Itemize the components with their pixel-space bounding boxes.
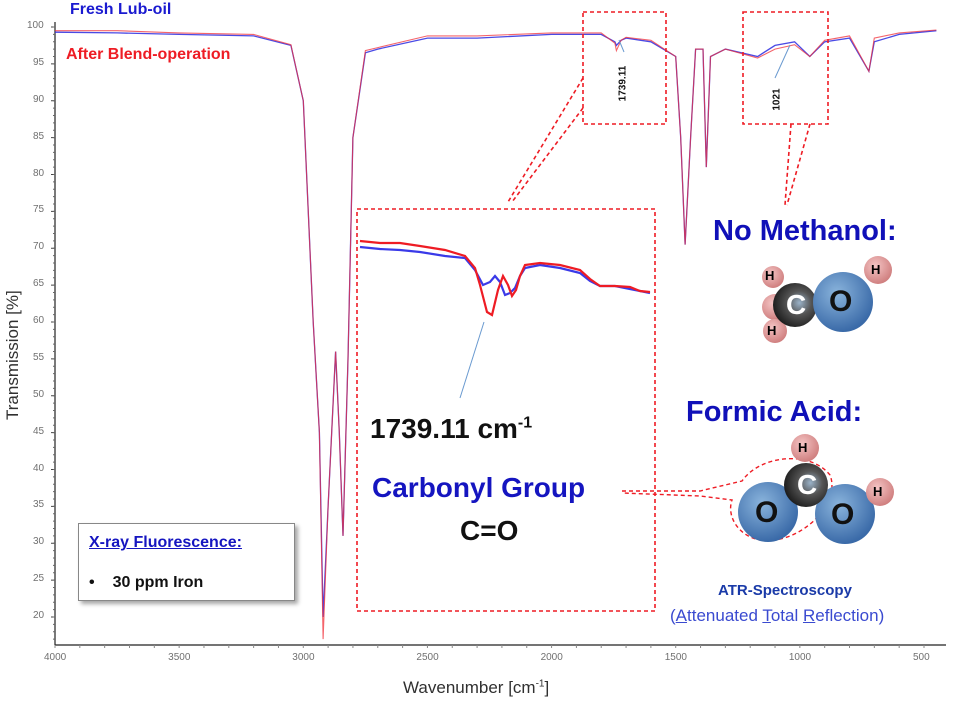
inset-after-curve: [359, 239, 651, 317]
connector-line: [511, 107, 584, 203]
atom-h: H: [798, 440, 808, 455]
connector-line: [786, 123, 811, 206]
y-tick-label: 50: [33, 388, 45, 400]
atr-subtitle: (Attenuated Total Reflection): [670, 606, 885, 625]
y-tick-label: 45: [33, 425, 45, 437]
y-axis-ticks: [51, 26, 55, 640]
x-tick-label: 2000: [540, 652, 563, 663]
atom-o: O: [831, 498, 855, 531]
y-tick-label: 95: [33, 56, 45, 68]
no-methanol-title: No Methanol:: [713, 215, 897, 247]
x-axis-ticks: [54, 645, 925, 648]
y-tick-label: 85: [33, 130, 45, 142]
atom-h: H: [767, 323, 777, 338]
y-tick-label: 35: [33, 499, 45, 511]
peak-1739-highlight-box: [582, 11, 667, 125]
inset-formula: C=O: [460, 515, 519, 546]
connector-line: [507, 77, 584, 203]
legend-fresh-lub-oil: Fresh Lub-oil: [70, 1, 172, 18]
atr-title: ATR-Spectroscopy: [718, 582, 852, 599]
peak-leader-line: [774, 44, 791, 79]
x-tick-label: 1000: [788, 652, 812, 663]
y-tick-label: 70: [33, 241, 45, 253]
atom-c: C: [786, 289, 807, 320]
formic-acid-molecule-icon: [738, 434, 894, 544]
y-tick-label: 30: [33, 536, 45, 548]
atom-h: H: [873, 484, 883, 499]
x-axis-label: Wavenumber [cm-1]: [403, 678, 550, 697]
inset-carbonyl-group: Carbonyl Group: [372, 472, 586, 503]
y-tick-label: 25: [33, 573, 45, 585]
peak-leader-line: [618, 39, 625, 53]
methanol-molecule-icon: [762, 256, 892, 343]
y-tick-label: 80: [33, 167, 45, 179]
x-tick-label: 3500: [168, 652, 191, 663]
atom-o: O: [829, 285, 853, 318]
y-tick-label: 90: [33, 93, 45, 105]
x-tick-label: 3000: [292, 652, 315, 663]
spectrum-series: [54, 29, 937, 640]
formic-acid-title: Formic Acid:: [686, 396, 863, 428]
peak-label-1739: 1739.11: [617, 65, 629, 102]
y-tick-label: 75: [33, 204, 45, 216]
y-tick-label: 55: [33, 351, 45, 363]
atom-h: H: [765, 268, 775, 283]
atom-h: H: [871, 262, 881, 277]
bullet-icon: •: [89, 574, 95, 591]
inset-leader-line: [459, 321, 485, 399]
atom-c: C: [797, 469, 818, 500]
inset-wavenumber: 1739.11 cm-1: [370, 413, 533, 444]
after-blend-line: [55, 29, 937, 640]
atom-o: O: [755, 496, 779, 529]
y-tick-label: 20: [33, 610, 45, 621]
peak-1021-highlight-box: [742, 11, 829, 125]
x-tick-label: 2500: [416, 652, 439, 663]
x-tick-label: 4000: [44, 652, 67, 663]
y-tick-label: 100: [27, 20, 44, 31]
y-tick-label: 40: [33, 462, 45, 474]
x-tick-label: 1500: [664, 652, 687, 663]
x-tick-label: 500: [913, 652, 930, 663]
legend-after-blend: After Blend-operation: [66, 46, 231, 63]
y-axis-label: Transmission [%]: [3, 290, 22, 420]
xrf-info-box: X-ray Fluorescence: • 30 ppm Iron: [78, 523, 295, 601]
y-tick-label: 65: [33, 278, 45, 290]
xrf-item: • 30 ppm Iron: [89, 574, 204, 591]
peak-label-1021: 1021: [771, 88, 783, 111]
xrf-title: X-ray Fluorescence:: [89, 534, 242, 551]
y-tick-label: 60: [33, 315, 45, 326]
zoom-inset-box: [356, 208, 656, 612]
